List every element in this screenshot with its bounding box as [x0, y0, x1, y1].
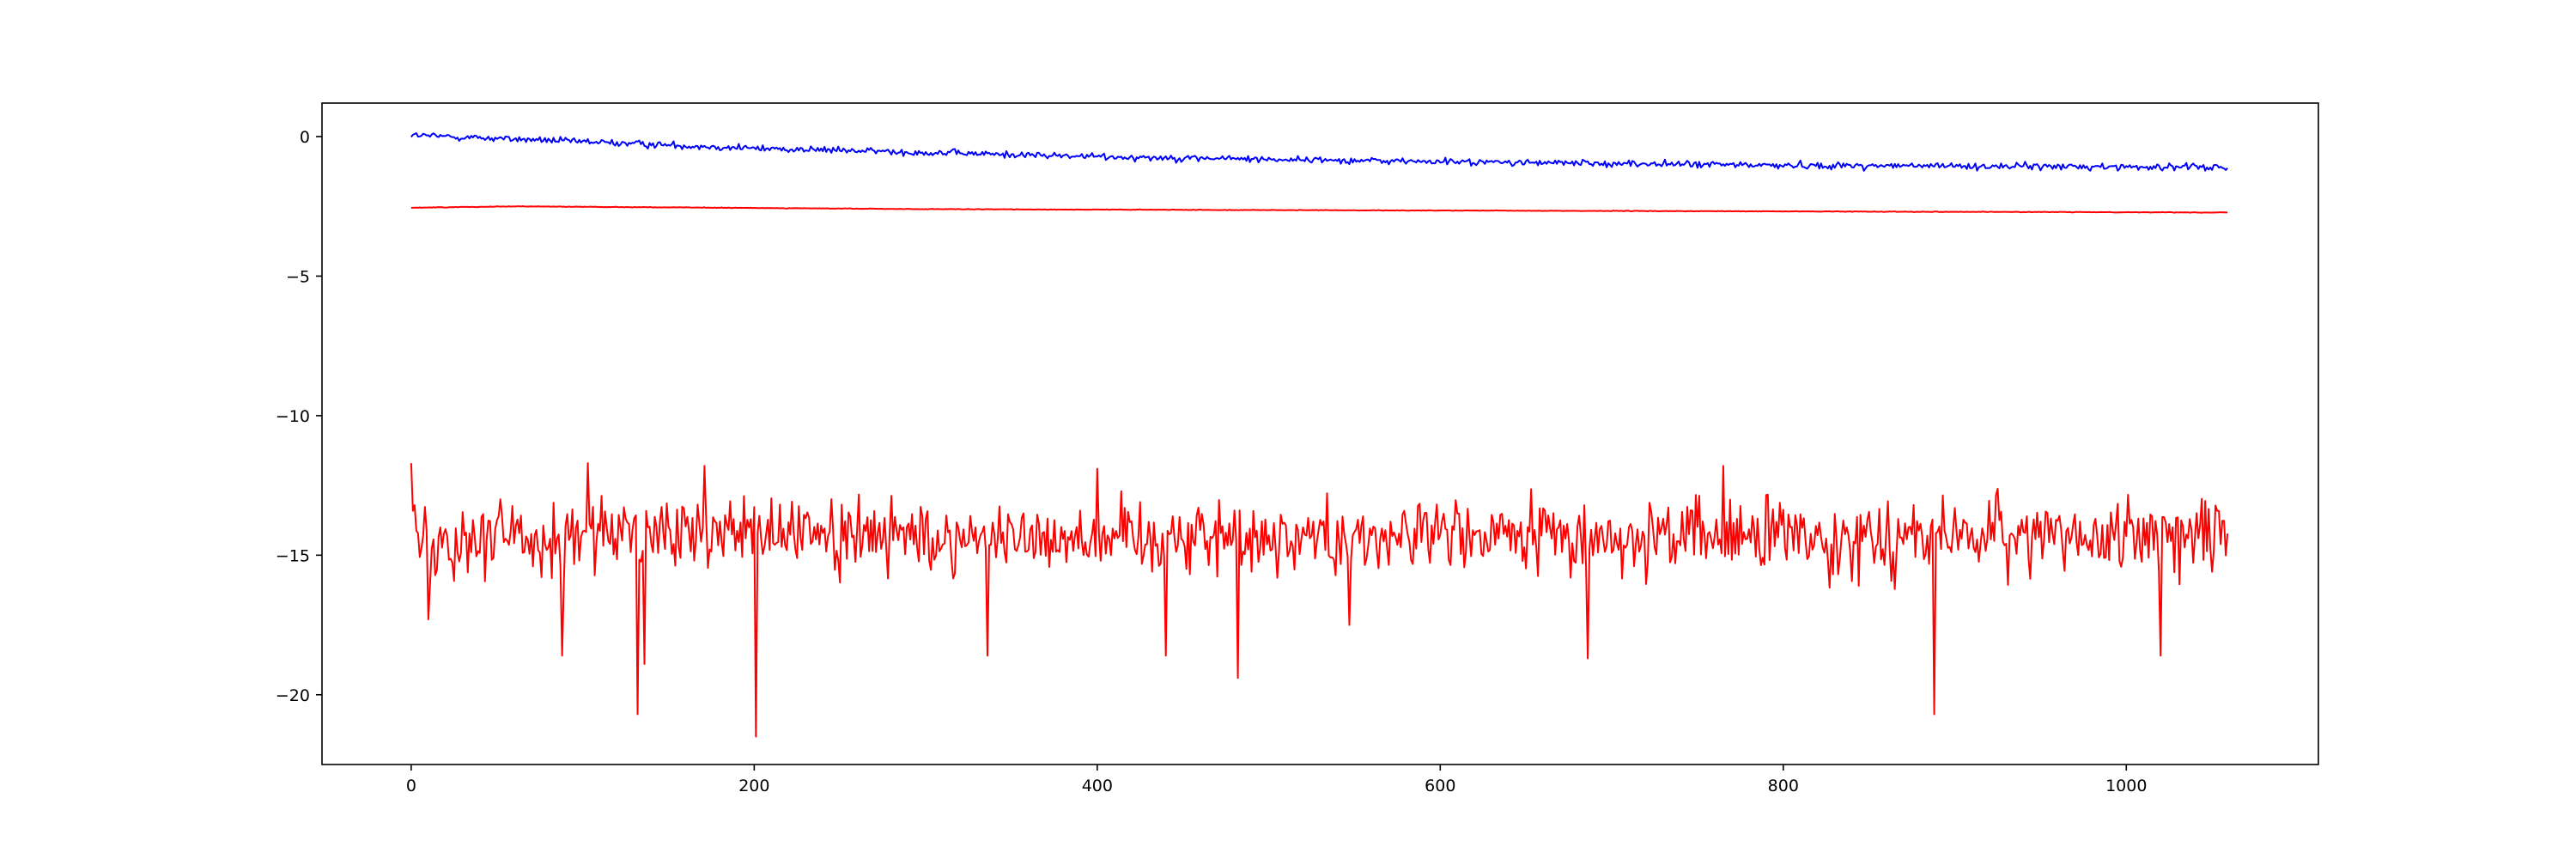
x-tick-label: 400: [1082, 777, 1113, 795]
y-tick-label: −15: [276, 546, 310, 565]
series-line-1: [410, 132, 2228, 172]
y-tick-label: −5: [286, 267, 310, 286]
x-tick-label: 1000: [2105, 777, 2147, 795]
axes-frame: [321, 102, 2319, 765]
y-tick-label: −20: [276, 686, 310, 705]
series-line-3: [410, 462, 2229, 738]
y-axis: 0 −5 −10 −15 −20: [276, 128, 322, 705]
series-line-2: [410, 205, 2228, 214]
x-tick-label: 600: [1425, 777, 1455, 795]
y-tick-label: 0: [300, 128, 310, 147]
y-tick-label: −10: [276, 407, 310, 426]
x-axis: 0 200 400 600 800 1000: [406, 765, 2147, 795]
x-tick-label: 800: [1768, 777, 1799, 795]
plot-area: [410, 132, 2229, 738]
x-tick-label: 0: [406, 777, 416, 795]
x-tick-label: 200: [738, 777, 769, 795]
